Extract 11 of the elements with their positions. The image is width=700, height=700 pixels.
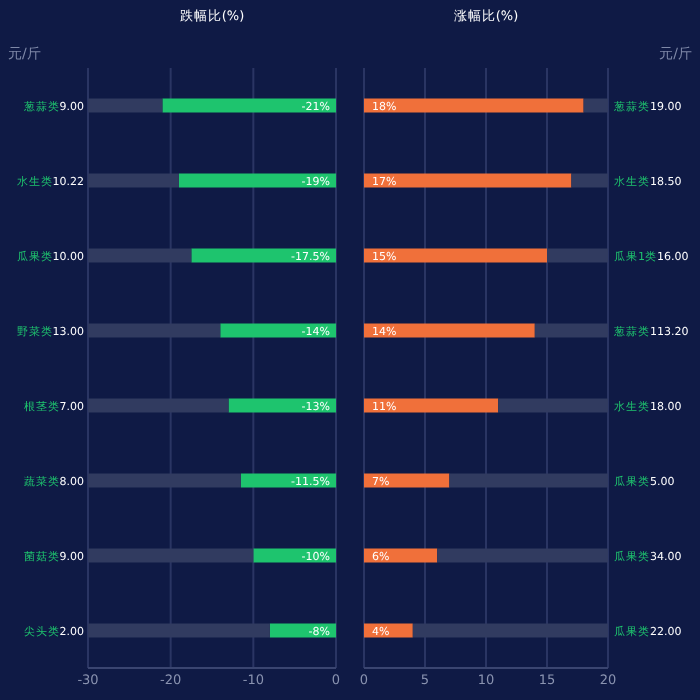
bar bbox=[364, 398, 499, 413]
bar bbox=[364, 248, 547, 263]
bar bbox=[178, 173, 336, 188]
bar bbox=[364, 98, 584, 113]
bar bbox=[364, 323, 535, 338]
bar bbox=[228, 398, 336, 413]
bar bbox=[364, 473, 450, 488]
bar bbox=[191, 248, 336, 263]
bar bbox=[162, 98, 336, 113]
bar bbox=[364, 173, 572, 188]
bar bbox=[220, 323, 336, 338]
